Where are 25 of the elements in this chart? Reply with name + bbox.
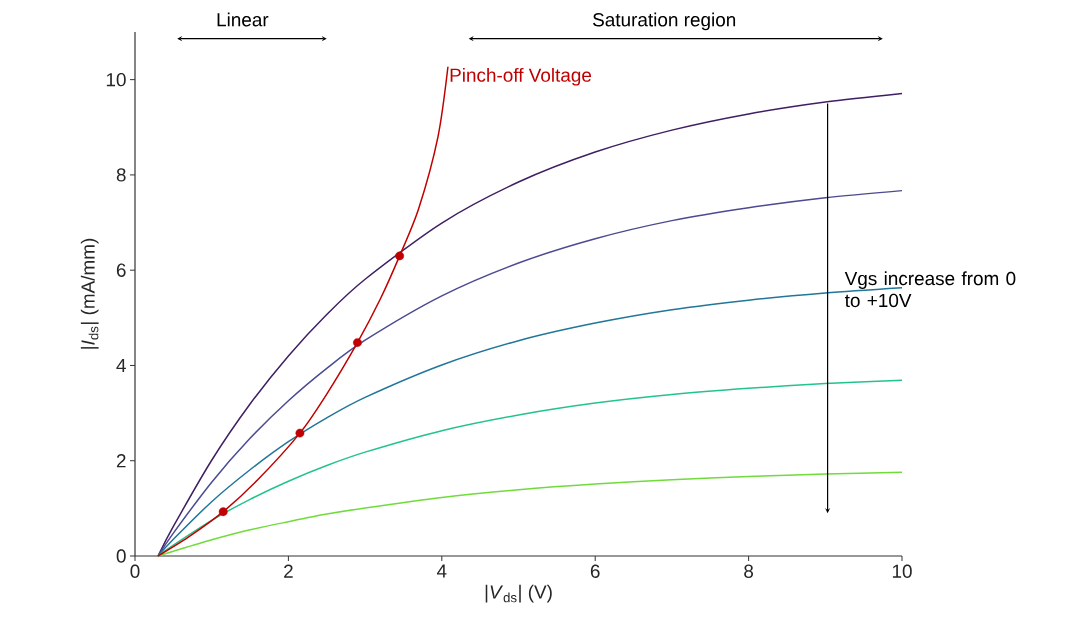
- y-tick-label: 6: [116, 263, 126, 277]
- y-tick-label: 10: [106, 72, 126, 87]
- y-tick-label: 4: [116, 358, 126, 372]
- point: [218, 507, 228, 517]
- x-tick-label: 8: [744, 564, 754, 578]
- x-tick-label: 4: [436, 564, 447, 578]
- x-tick-label: 6: [590, 564, 600, 578]
- y-tick-label: 2: [116, 454, 126, 468]
- text: Linear: [217, 12, 269, 27]
- point: [353, 338, 362, 347]
- x-axis-title: |V$_{ds}$| (V): [485, 584, 552, 603]
- point: [295, 428, 305, 438]
- line-series: [157, 379, 903, 557]
- series-label: Pinch-off Voltage: [450, 67, 592, 86]
- y-tick-label: 0: [116, 549, 126, 563]
- line-series: [157, 66, 449, 557]
- point: [395, 251, 405, 261]
- x-tick-label: 10: [892, 564, 912, 578]
- y-axis-title: |I$_{ds}$| (mA/mm): [80, 238, 99, 349]
- text: Saturation region: [593, 12, 736, 31]
- x-tick-label: 2: [284, 564, 293, 578]
- annotation: Vgs increase from 0 to +10V: [844, 271, 1016, 308]
- line-series: [157, 471, 903, 557]
- y-tick-label: 8: [116, 168, 126, 182]
- x-tick-label: 0: [130, 564, 140, 578]
